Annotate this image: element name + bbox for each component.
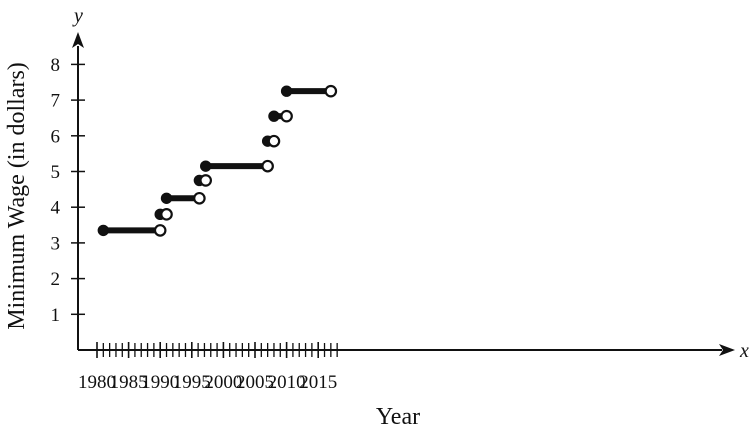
x-tick-label: 2005 bbox=[236, 372, 274, 393]
open-point bbox=[160, 208, 173, 221]
x-tick-label: 1980 bbox=[78, 372, 116, 393]
y-tick-label: 4 bbox=[51, 198, 61, 219]
y-tick-label: 6 bbox=[51, 126, 61, 147]
open-point bbox=[267, 134, 281, 148]
x-tick-label: 2015 bbox=[299, 372, 337, 393]
y-tick-label: 1 bbox=[51, 305, 61, 326]
y-axis-variable: y bbox=[72, 5, 83, 27]
closed-point bbox=[97, 224, 110, 237]
y-axis-arrow bbox=[72, 32, 84, 48]
y-tick-label: 5 bbox=[51, 162, 61, 183]
plot-segments bbox=[103, 88, 331, 234]
y-tick-label: 7 bbox=[51, 91, 61, 112]
x-axis-title: Year bbox=[376, 404, 420, 430]
open-point bbox=[199, 174, 213, 187]
open-point bbox=[280, 109, 293, 123]
open-point bbox=[261, 159, 274, 173]
y-tick-label: 2 bbox=[51, 269, 61, 290]
open-point bbox=[153, 224, 167, 237]
axes bbox=[72, 32, 735, 356]
plot-markers bbox=[97, 84, 338, 237]
y-axis-title: Minimum Wage (in dollars) bbox=[4, 62, 30, 330]
x-tick-label: 1995 bbox=[173, 372, 211, 393]
x-axis-variable: x bbox=[739, 340, 749, 362]
open-point bbox=[324, 84, 338, 98]
x-tick-label: 2010 bbox=[268, 372, 306, 393]
closed-point bbox=[268, 110, 280, 122]
closed-point bbox=[200, 160, 212, 172]
ticks bbox=[71, 63, 338, 358]
y-tick-label: 8 bbox=[51, 55, 61, 76]
x-tick-label: 1990 bbox=[141, 372, 179, 393]
x-tick-label: 1985 bbox=[110, 372, 148, 393]
open-point bbox=[193, 191, 206, 205]
x-tick-label: 2000 bbox=[204, 372, 242, 393]
x-axis-arrow bbox=[719, 344, 735, 356]
closed-point bbox=[280, 85, 293, 97]
y-tick-label: 3 bbox=[51, 233, 61, 254]
closed-point bbox=[160, 192, 173, 204]
